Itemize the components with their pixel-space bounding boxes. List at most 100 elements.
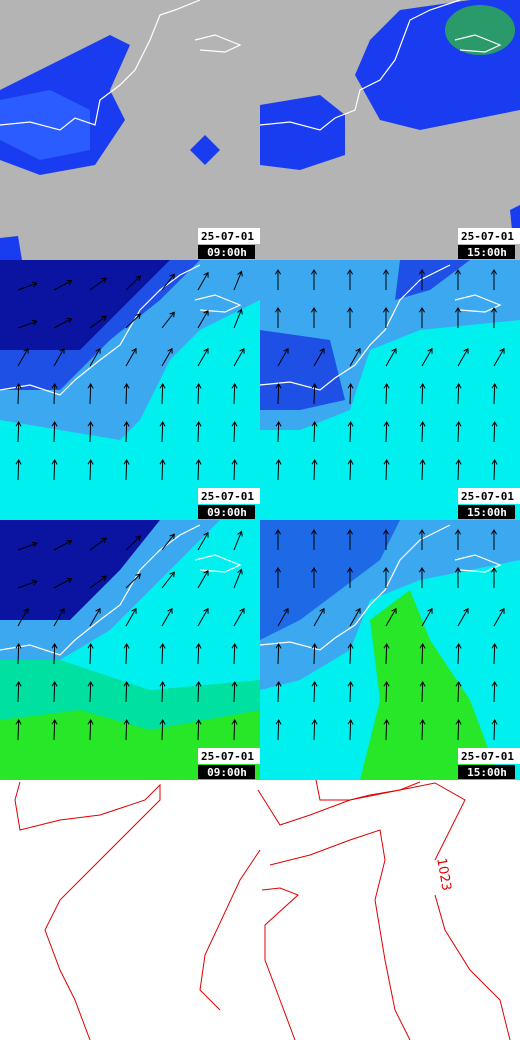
wind-arrow (490, 567, 498, 588)
panel-precip-0900 (0, 0, 260, 260)
wind-arrow (383, 421, 390, 443)
time-box (198, 505, 255, 519)
wind-arrow (347, 383, 354, 405)
wind-arrow (231, 459, 238, 481)
wind-arrow (17, 579, 38, 589)
wind-arrow (274, 269, 282, 290)
wind-arrow (53, 577, 73, 589)
wind-arrow (161, 607, 173, 627)
wind-arrow (418, 269, 426, 290)
wind-arrow (51, 719, 58, 741)
wind-arrow (233, 607, 245, 627)
date-label: 25-07-01 (201, 230, 254, 243)
wind-arrow (53, 539, 73, 551)
isobar-label: 1023 (433, 857, 454, 892)
wind-arrow (123, 421, 130, 443)
wind-arrow (15, 719, 22, 741)
wind-arrow (123, 681, 130, 703)
wind-arrow (195, 383, 202, 405)
wind-arrow (17, 347, 29, 367)
wind-arrow (419, 383, 426, 405)
wind-arrow (51, 459, 58, 481)
time-label: 09:00h (207, 766, 247, 779)
date-box (458, 748, 520, 764)
wind-arrow (197, 309, 209, 329)
wind-arrow (313, 347, 325, 367)
time-label: 15:00h (467, 506, 507, 519)
time-label: 09:00h (207, 246, 247, 259)
wind-arrow (197, 271, 209, 291)
time-label: 09:00h (207, 506, 247, 519)
time-box (458, 765, 515, 779)
wind-arrow (419, 681, 426, 703)
wind-arrow (159, 459, 166, 481)
wind-arrow (89, 277, 107, 291)
wind-arrow (159, 681, 166, 703)
wind-arrow (53, 607, 65, 627)
wind-arrow (347, 459, 354, 481)
wind-arrow (161, 571, 175, 589)
isobar-panel-right: 1023 (199, 779, 511, 1040)
wind-arrow (231, 643, 238, 665)
wind-arrow (418, 529, 426, 550)
wind-arrow (17, 607, 29, 627)
wind-arrow (310, 269, 318, 290)
wind-arrow (454, 269, 462, 290)
wind-arrow (233, 270, 243, 291)
wind-arrow (17, 541, 38, 551)
wind-arrow (87, 421, 94, 443)
wind-arrow (161, 347, 173, 367)
wind-arrow (87, 459, 94, 481)
wind-arrow (161, 311, 175, 329)
wind-arrow (385, 347, 397, 367)
wind-arrow (275, 383, 282, 405)
wind-arrow (383, 681, 390, 703)
wind-arrow (125, 535, 142, 551)
date-label: 25-07-01 (461, 490, 514, 503)
wind-arrow (310, 529, 318, 550)
wind-arrow (455, 383, 462, 405)
wind-arrow (310, 567, 318, 588)
wind-arrow (275, 681, 282, 703)
wind-arrow (346, 269, 354, 290)
wind-arrow (87, 681, 94, 703)
wind-arrow (383, 719, 390, 741)
wind-arrow (311, 681, 318, 703)
wind-arrow (197, 531, 209, 551)
isobar-panel-left (14, 781, 161, 1040)
wind-arrow (89, 537, 107, 551)
date-box (198, 228, 260, 244)
date-box (458, 488, 520, 504)
wind-arrow (347, 643, 354, 665)
wind-arrow (123, 719, 130, 741)
wind-arrow (275, 421, 282, 443)
wind-arrow (233, 530, 243, 551)
panel-wind-1500 (260, 260, 520, 520)
wind-arrow (195, 681, 202, 703)
wind-arrow (231, 383, 238, 405)
wind-arrow (346, 307, 354, 328)
wind-arrow (311, 719, 318, 741)
wind-arrow (159, 383, 166, 405)
wind-arrow (123, 459, 130, 481)
wind-arrow (382, 567, 390, 588)
wind-arrow (346, 567, 354, 588)
wind-arrow (53, 317, 73, 329)
wind-arrow (159, 421, 166, 443)
wind-arrow (15, 643, 22, 665)
wind-arrow (89, 315, 107, 329)
wind-arrow (383, 383, 390, 405)
wind-arrow (457, 347, 469, 367)
wind-arrow (195, 421, 202, 443)
wind-arrow (491, 383, 498, 405)
panel-wind-gust-0900 (0, 520, 260, 780)
wind-arrow (233, 347, 245, 367)
wind-arrow (231, 421, 238, 443)
wind-arrow (490, 307, 498, 328)
panel-wind-0900 (0, 260, 260, 520)
date-box (198, 488, 260, 504)
wind-arrow (15, 459, 22, 481)
wind-arrow (275, 643, 282, 665)
wind-arrow (490, 529, 498, 550)
